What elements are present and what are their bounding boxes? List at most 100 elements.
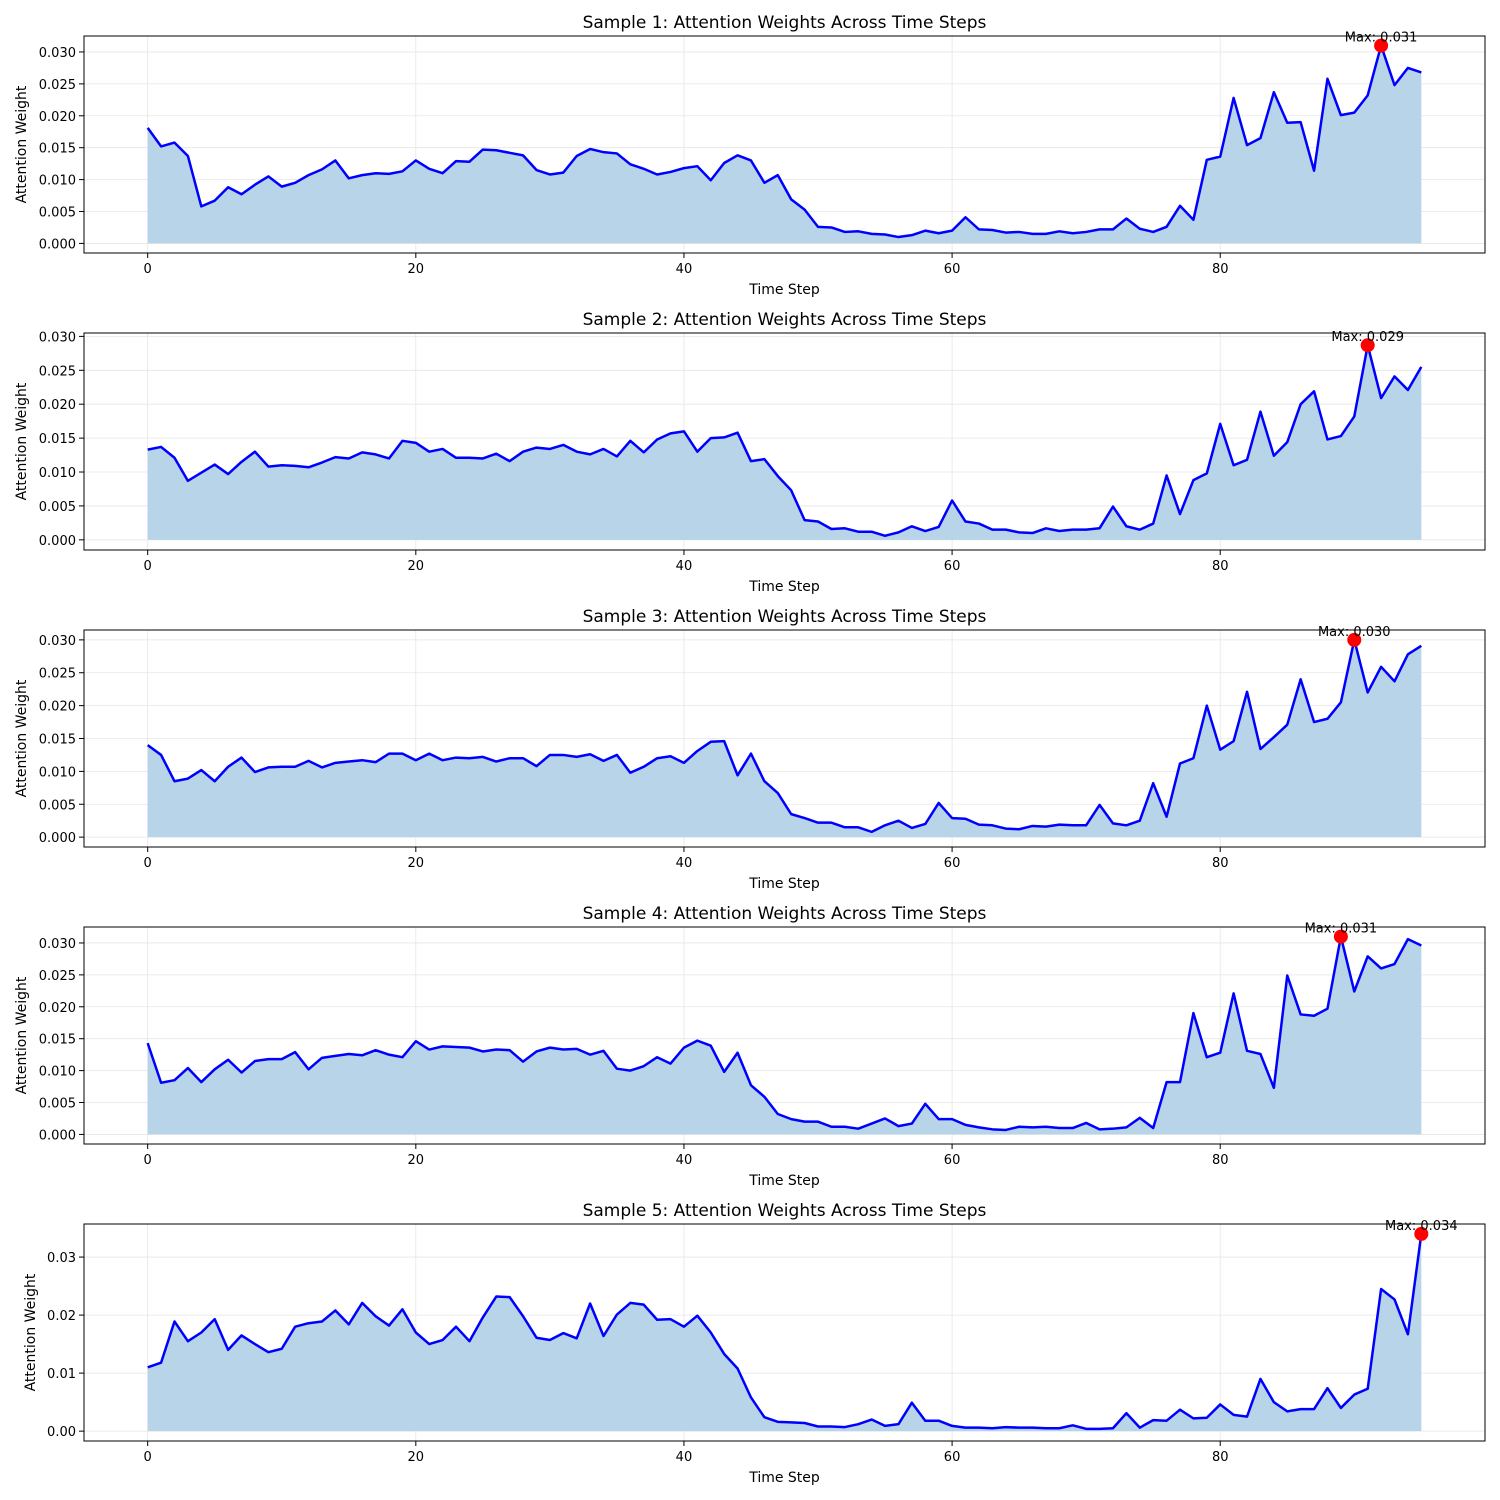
y-tick-label: 0.03 (47, 1251, 76, 1266)
x-tick-label: 60 (944, 1153, 961, 1168)
y-axis-label: Attention Weight (23, 1273, 39, 1391)
y-tick-label: 0.010 (39, 765, 76, 780)
y-tick-label: 0.000 (39, 831, 76, 846)
plot-frame (83, 1223, 1486, 1442)
max-marker (1347, 632, 1362, 647)
y-tick-label: 0.025 (39, 667, 76, 682)
subplot-title: Sample 5: Attention Weights Across Time … (583, 1201, 987, 1221)
subplot-title: Sample 2: Attention Weights Across Time … (583, 310, 987, 330)
plot-frame (83, 332, 1486, 551)
max-marker (1360, 338, 1375, 353)
subplot-1: Max: 0.031 0 20 40 60 80 0.000 0.005 0.010 0.015 0… (14, 13, 1486, 298)
x-tick-label: 20 (408, 559, 425, 574)
y-axis-label: Attention Weight (14, 85, 30, 203)
max-label: Max: 0.030 (1318, 625, 1391, 640)
y-tick-label: 0.020 (39, 398, 76, 413)
subplot-4: Max: 0.031 0 20 40 60 80 0.000 0.005 0.010 0.015 0… (14, 904, 1486, 1189)
subplot-title: Sample 1: Attention Weights Across Time … (583, 13, 987, 33)
y-tick-label: 0.000 (39, 1128, 76, 1143)
area-fill (147, 639, 1422, 838)
subplot-2: Max: 0.029 0 20 40 60 80 0.000 0.005 0.010 0.015 0… (14, 310, 1486, 595)
x-tick-label: 0 (144, 1450, 152, 1465)
x-tick-label: 40 (676, 262, 693, 277)
x-axis-label: Time Step (748, 579, 820, 595)
x-axis-label: Time Step (748, 1173, 820, 1189)
area-fill (147, 936, 1422, 1135)
x-axis-label: Time Step (748, 1470, 820, 1486)
y-tick-label: 0.015 (39, 733, 76, 748)
attention-line (146, 638, 1422, 834)
x-tick-label: 20 (408, 1153, 425, 1168)
x-tick-label: 20 (408, 262, 425, 277)
max-marker (1374, 38, 1389, 53)
max-label: Max: 0.029 (1331, 330, 1404, 345)
max-marker (1414, 1226, 1429, 1241)
x-tick-label: 0 (144, 559, 152, 574)
y-tick-label: 0.000 (39, 237, 76, 252)
attention-line (146, 935, 1422, 1132)
x-tick-label: 20 (408, 1450, 425, 1465)
y-tick-label: 0.020 (39, 700, 76, 715)
max-label: Max: 0.034 (1385, 1219, 1458, 1234)
x-tick-label: 60 (944, 1450, 961, 1465)
y-tick-label: 0.030 (39, 937, 76, 952)
area-fill (147, 345, 1422, 540)
y-axis-label: Attention Weight (14, 976, 30, 1094)
max-label: Max: 0.031 (1305, 922, 1378, 937)
y-axis-label: Attention Weight (14, 679, 30, 797)
x-tick-label: 0 (144, 1153, 152, 1168)
y-tick-label: 0.005 (39, 1097, 76, 1112)
plot-frame (83, 926, 1486, 1145)
x-tick-label: 60 (944, 559, 961, 574)
x-axis-label: Time Step (748, 876, 820, 892)
area-fill (147, 45, 1422, 244)
subplot-title: Sample 3: Attention Weights Across Time … (583, 607, 987, 627)
area-fill (147, 1233, 1422, 1432)
y-tick-label: 0.020 (39, 110, 76, 125)
x-axis-label: Time Step (748, 282, 820, 298)
attention-line (147, 1233, 1423, 1431)
subplot-5: Max: 0.034 0 20 40 60 80 0.00 0.01 0.02 0.03 Sampl… (23, 1201, 1486, 1486)
x-tick-label: 20 (408, 856, 425, 871)
max-marker (1333, 929, 1348, 944)
attention-line (146, 44, 1422, 239)
x-tick-label: 80 (1212, 1153, 1229, 1168)
y-tick-label: 0.005 (39, 206, 76, 221)
y-tick-label: 0.02 (47, 1309, 76, 1324)
y-tick-label: 0.030 (39, 330, 76, 345)
y-axis-label: Attention Weight (14, 382, 30, 500)
x-tick-label: 40 (676, 856, 693, 871)
y-tick-label: 0.010 (39, 174, 76, 189)
y-tick-label: 0.025 (39, 78, 76, 93)
attention-line (147, 343, 1423, 538)
y-tick-label: 0.025 (39, 969, 76, 984)
y-tick-label: 0.025 (39, 364, 76, 379)
y-tick-label: 0.010 (39, 1065, 76, 1080)
y-tick-label: 0.015 (39, 142, 76, 157)
x-tick-label: 40 (676, 559, 693, 574)
x-tick-label: 0 (144, 262, 152, 277)
y-tick-label: 0.000 (39, 534, 76, 549)
x-tick-label: 40 (676, 1450, 693, 1465)
x-tick-label: 80 (1212, 856, 1229, 871)
subplot-3: Max: 0.030 0 20 40 60 80 0.000 0.005 0.010 0.015 0… (14, 607, 1486, 892)
x-tick-label: 80 (1212, 1450, 1229, 1465)
y-tick-label: 0.01 (47, 1367, 76, 1382)
y-tick-label: 0.030 (39, 634, 76, 649)
y-tick-label: 0.020 (39, 1001, 76, 1016)
x-tick-label: 40 (676, 1153, 693, 1168)
y-tick-label: 0.005 (39, 500, 76, 515)
x-tick-label: 80 (1212, 262, 1229, 277)
plot-frame (83, 35, 1486, 254)
x-tick-label: 80 (1212, 559, 1229, 574)
x-tick-label: 0 (144, 856, 152, 871)
y-tick-label: 0.010 (39, 466, 76, 481)
x-tick-label: 60 (944, 856, 961, 871)
y-tick-label: 0.030 (39, 46, 76, 61)
y-tick-label: 0.015 (39, 1033, 76, 1048)
y-tick-label: 0.00 (47, 1425, 76, 1440)
y-tick-label: 0.015 (39, 432, 76, 447)
max-label: Max: 0.031 (1345, 31, 1418, 46)
y-tick-label: 0.005 (39, 798, 76, 813)
